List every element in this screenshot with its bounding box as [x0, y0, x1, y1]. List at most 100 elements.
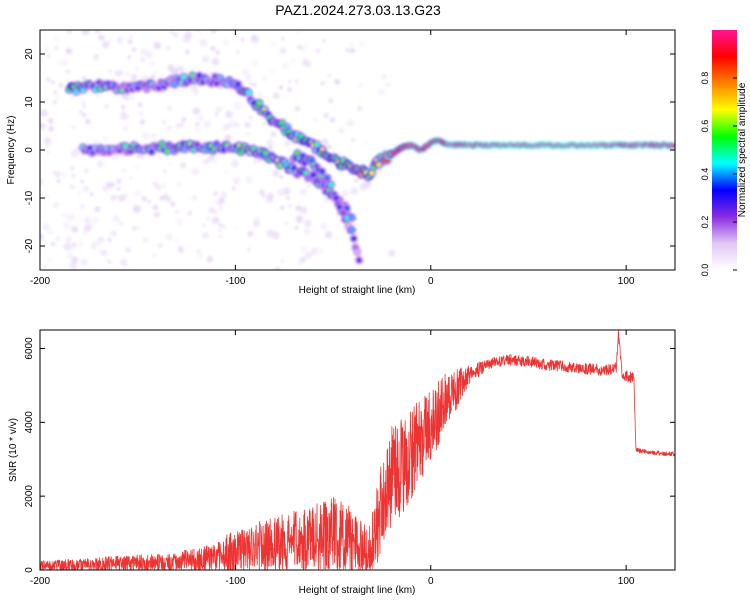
heatmap-noise-cell [170, 30, 174, 35]
heatmap-noise-cell [128, 176, 133, 180]
heatmap-cell-main [376, 162, 382, 168]
heatmap-noise-cell [270, 131, 277, 138]
heatmap-noise-cell [267, 144, 274, 151]
heatmap-noise-cell [381, 74, 387, 80]
heatmap-noise-cell [69, 184, 75, 190]
heatmap-noise-cell [45, 77, 51, 83]
heatmap-noise-cell [211, 57, 220, 66]
heatmap-noise-cell [174, 209, 180, 215]
heatmap-noise-cell [161, 182, 167, 189]
heatmap-noise-cell [56, 179, 61, 183]
spectrogram-y-tick-label: -10 [24, 190, 35, 205]
heatmap-noise-cell [77, 240, 84, 247]
heatmap-noise-cell [109, 182, 115, 188]
heatmap-noise-cell [223, 169, 229, 174]
heatmap-noise-cell [182, 134, 186, 139]
snr-y-ticks: 0 2000 4000 6000 [24, 337, 675, 573]
heatmap-noise-cell [307, 184, 311, 188]
heatmap-noise-cell [248, 115, 253, 120]
heatmap-noise-cell [266, 192, 274, 200]
heatmap-noise-cell [199, 39, 207, 47]
heatmap-noise-cell [321, 138, 328, 145]
heatmap-noise-cell [211, 216, 220, 225]
heatmap-noise-cell [246, 132, 250, 136]
heatmap-noise-cell [225, 110, 233, 119]
heatmap-noise-cell [297, 44, 303, 50]
heatmap-noise-cell [233, 101, 241, 110]
heatmap-noise-cell [132, 225, 138, 231]
heatmap-noise-cell [209, 153, 216, 160]
heatmap-noise-cell [236, 122, 242, 128]
heatmap-noise-cell [266, 139, 274, 147]
snr-y-tick-label: 4000 [24, 411, 35, 434]
heatmap-noise-cell [151, 133, 157, 139]
heatmap-noise-cell [234, 38, 237, 42]
heatmap-noise-cell [219, 191, 228, 199]
heatmap-noise-cell [61, 212, 68, 218]
heatmap-noise-cell [112, 215, 121, 223]
colorbar-ticks: 0.0 0.2 0.4 0.6 0.8 [700, 72, 737, 276]
heatmap-noise-cell [70, 166, 75, 171]
heatmap-noise-cell [327, 74, 332, 78]
heatmap-noise-cell [259, 189, 265, 195]
spectrogram-x-tick-label: -200 [30, 276, 50, 287]
heatmap-noise-cell [255, 215, 260, 221]
heatmap-noise-cell [233, 157, 237, 161]
heatmap-noise-cell [341, 189, 349, 197]
heatmap-noise-cell [174, 239, 178, 243]
colorbar-tick-label: 0.2 [700, 216, 710, 229]
heatmap-noise-cell [300, 246, 308, 254]
heatmap-noise-cell [166, 125, 173, 132]
heatmap-noise-cell [356, 105, 363, 112]
heatmap-noise-cell [274, 267, 280, 270]
heatmap-noise-cell [181, 117, 187, 123]
heatmap-cell-main [144, 86, 150, 92]
heatmap-noise-cell [354, 178, 359, 183]
heatmap-noise-cell [312, 116, 319, 123]
spectrogram-y-ticks: 20 10 0 -10 -20 [24, 48, 675, 253]
heatmap-noise-cell [107, 237, 113, 243]
heatmap-noise-cell [197, 115, 204, 122]
heatmap-noise-cell [61, 171, 67, 177]
heatmap-noise-cell [222, 123, 230, 131]
heatmap-noise-cell [262, 75, 268, 81]
heatmap-noise-cell [351, 138, 356, 143]
heatmap-noise-cell [71, 256, 79, 264]
heatmap-noise-cell [95, 30, 101, 34]
heatmap-noise-cell [345, 48, 350, 53]
heatmap-noise-cell [42, 112, 46, 117]
heatmap-noise-cell [346, 118, 355, 127]
heatmap-noise-cell [116, 178, 122, 185]
heatmap-noise-cell [104, 104, 109, 109]
heatmap-noise-cell [84, 118, 91, 125]
heatmap-noise-cell [165, 196, 172, 203]
spectrogram-y-tick-label: 0 [24, 147, 35, 153]
heatmap-noise-cell [205, 216, 211, 222]
heatmap-cell-branch [356, 257, 362, 263]
heatmap-noise-cell [141, 195, 147, 202]
heatmap-noise-cell [90, 243, 97, 250]
heatmap-noise-cell [121, 168, 127, 174]
heatmap-noise-cell [125, 247, 131, 253]
heatmap-cell-main [314, 141, 320, 148]
colorbar-tick-label: 0.8 [700, 72, 710, 85]
heatmap-noise-cell [244, 122, 251, 128]
spectrogram-heatmap [40, 30, 675, 270]
heatmap-noise-cell [320, 81, 325, 86]
heatmap-noise-cell [57, 61, 61, 65]
heatmap-noise-cell [250, 34, 259, 43]
spectrogram-y-label: Frequency (Hz) [6, 116, 17, 185]
heatmap-noise-cell [46, 150, 51, 155]
heatmap-noise-cell [141, 131, 150, 140]
heatmap-noise-cell [43, 137, 52, 145]
heatmap-cell-branch [349, 227, 355, 233]
heatmap-noise-cell [350, 187, 358, 195]
snr-y-label: SNR (10 * v/v) [8, 418, 19, 482]
heatmap-noise-cell [196, 248, 201, 254]
heatmap-noise-cell [52, 89, 58, 95]
heatmap-noise-cell [270, 41, 277, 48]
heatmap-noise-cell [46, 228, 54, 236]
heatmap-noise-cell [295, 205, 302, 212]
